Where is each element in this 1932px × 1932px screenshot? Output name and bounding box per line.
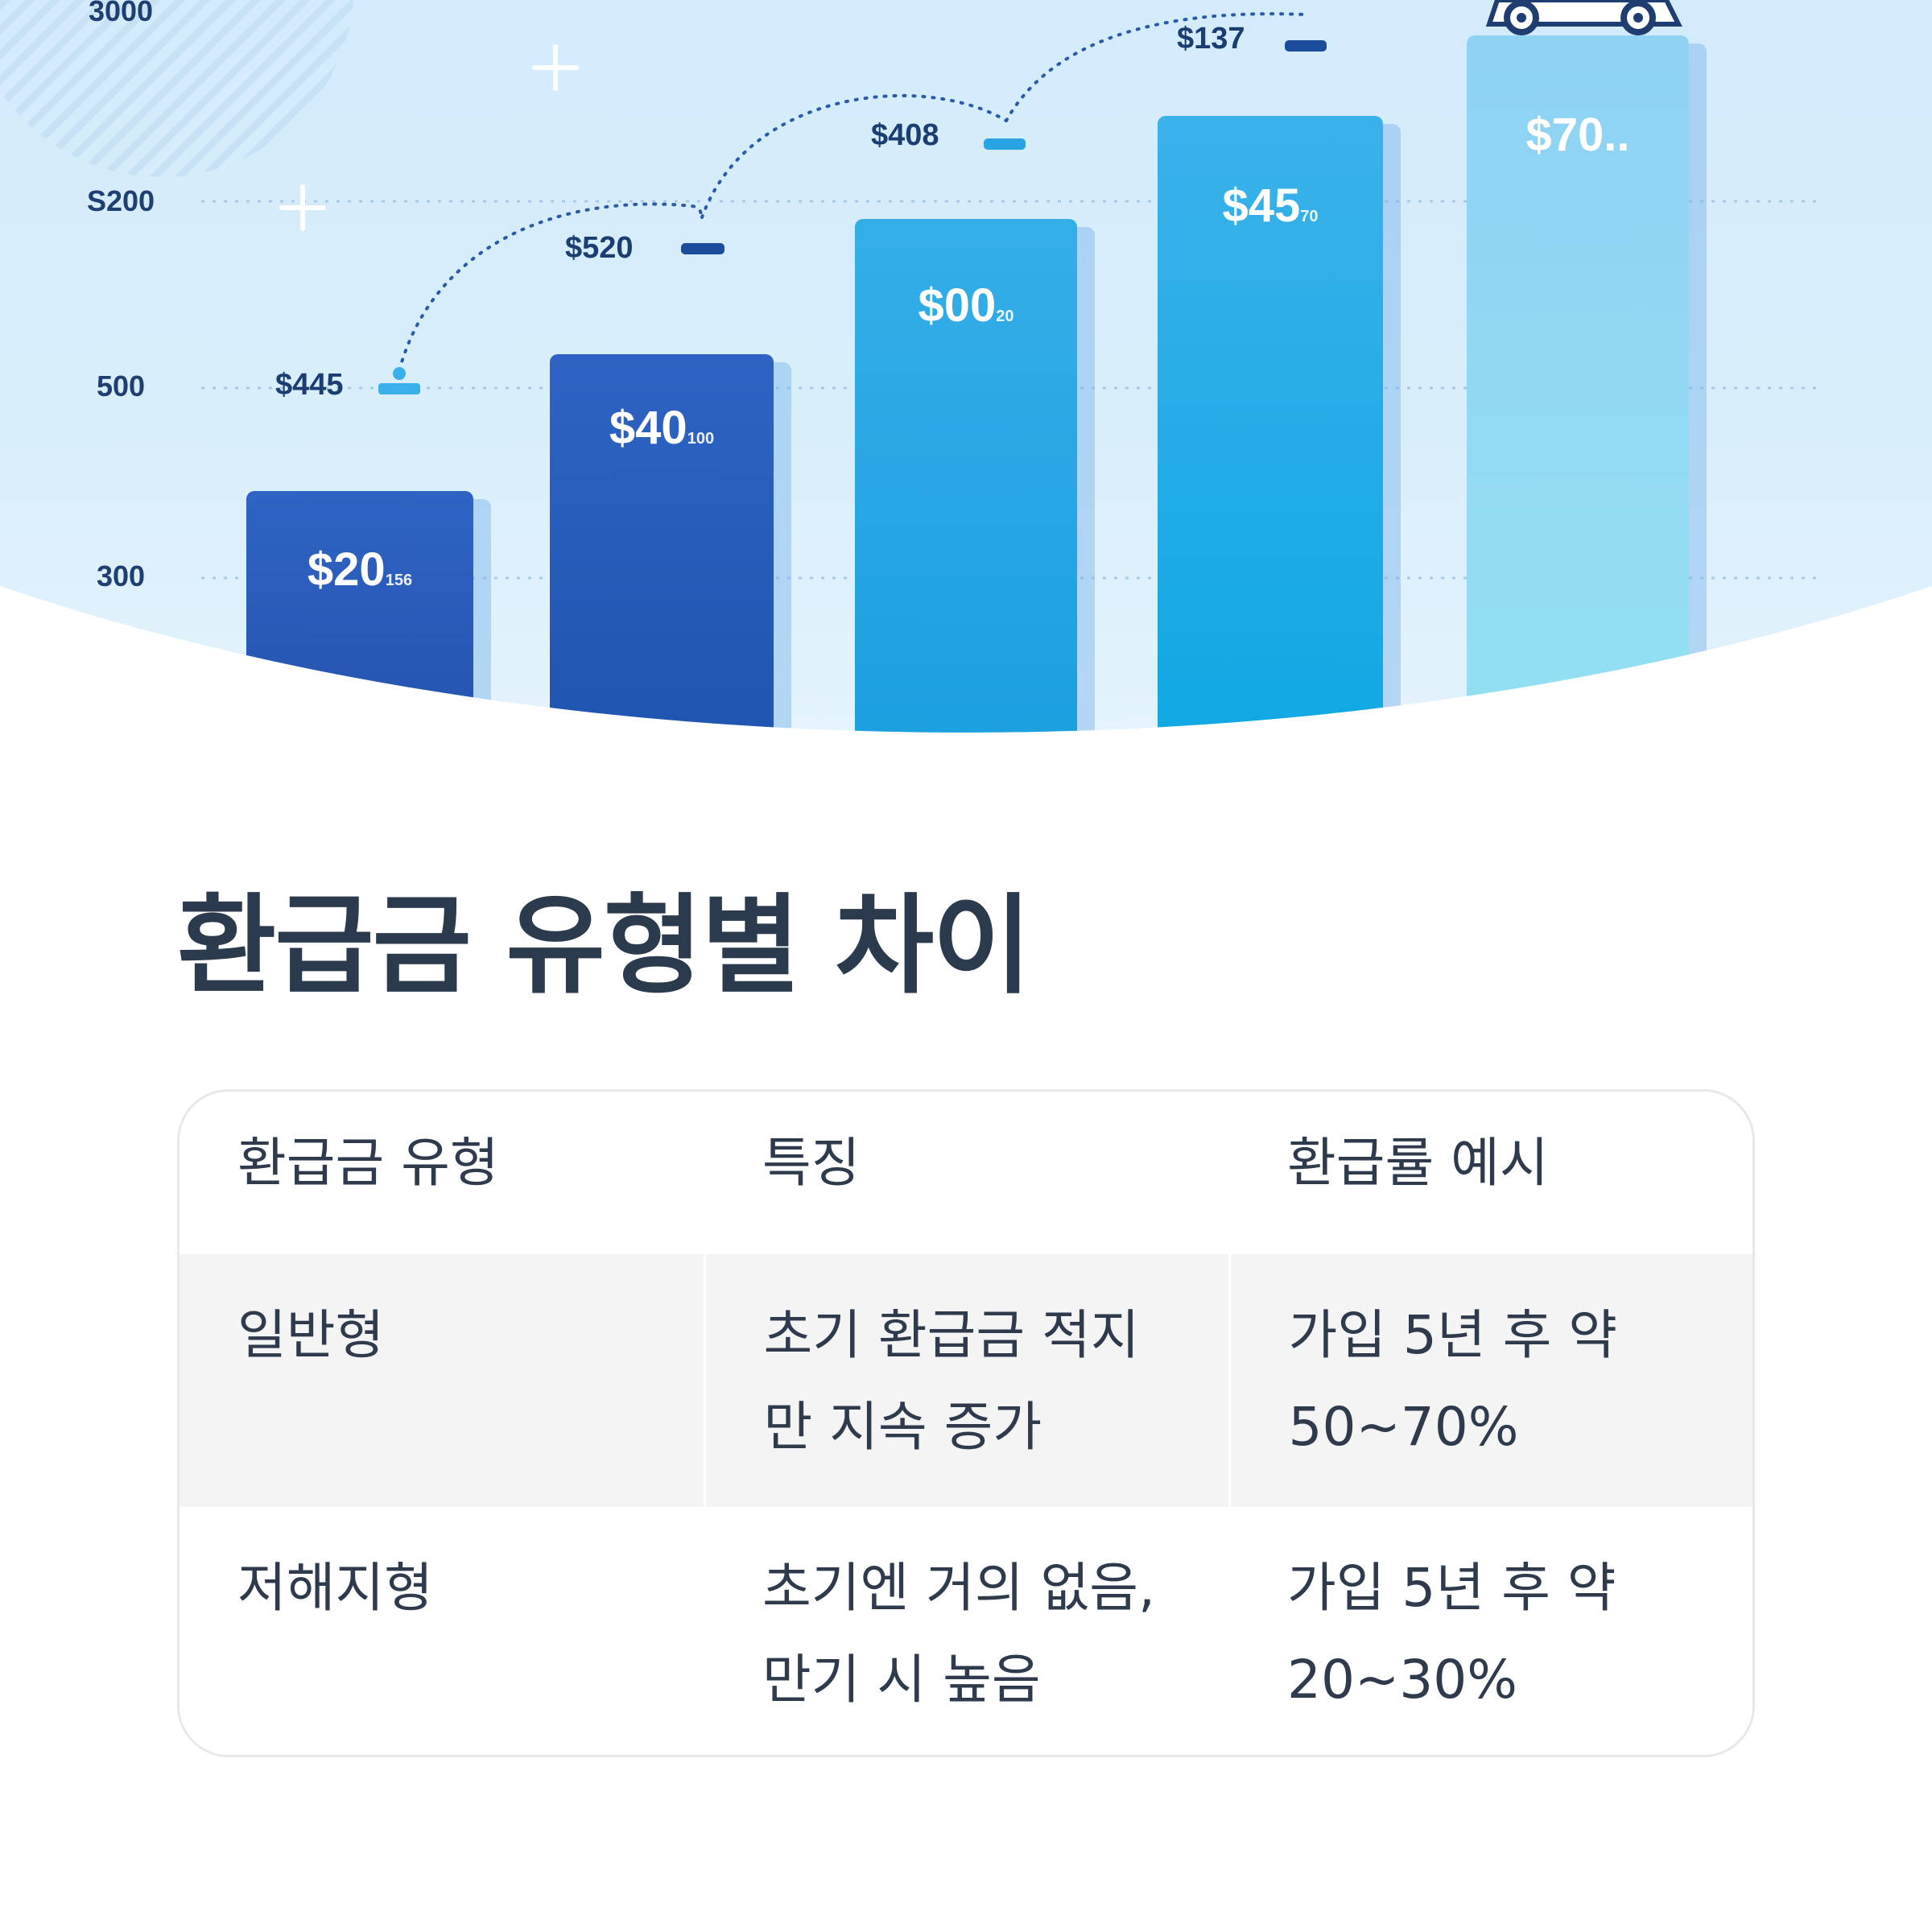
column-header: 특징 [762, 1132, 861, 1194]
bar-label: $4570 [1222, 180, 1319, 232]
type-cell: 저해지형 [180, 1507, 704, 1755]
refund-type-table: 환급금 유형 특징 환급률 예시 일반형 초기 환급금 적지 만 지속 증가 가… [177, 1089, 1755, 1757]
annotation-label: $137 [1177, 22, 1245, 56]
chart-bar: $40100 [550, 354, 774, 733]
rate-cell: 가입 5년 후 약 20~30% [1229, 1507, 1752, 1755]
column-header: 환급률 예시 [1287, 1132, 1549, 1194]
trend-arcs [398, 12, 1306, 372]
chart-bar: $0020 [855, 219, 1077, 733]
striped-circle-decoration [0, 0, 354, 177]
cell-line: 50~70% [1288, 1396, 1519, 1458]
bar-label: $0020 [918, 279, 1014, 332]
bar-label: $20156 [307, 543, 413, 596]
cell-line: 20~30% [1287, 1649, 1517, 1711]
annotation-label: $408 [871, 118, 939, 152]
column-header: 환급금 유형 [237, 1132, 499, 1194]
chart-bar: $4570 [1158, 116, 1383, 733]
y-tick-label: 500 [96, 369, 146, 402]
table-header-row: 환급금 유형 특징 환급률 예시 [180, 1092, 1752, 1254]
rate-cell: 가입 5년 후 약 50~70% [1228, 1254, 1752, 1507]
feature-cell: 초기 환급금 적지 만 지속 증가 [703, 1254, 1229, 1507]
cell-line: 만기 시 높음 [762, 1649, 1041, 1711]
table-row: 저해지형 초기엔 거의 없음, 만기 시 높음 가입 5년 후 약 20~30% [180, 1507, 1752, 1755]
bar-label: $70.. [1525, 109, 1630, 161]
page-title: 환급금 유형별 차이 [177, 883, 1032, 1009]
chart-bar: $70.. [1467, 35, 1689, 733]
cell-line: 만 지속 증가 [763, 1396, 1042, 1458]
type-cell: 일반형 [180, 1254, 704, 1507]
chart-bar: $20156 [246, 491, 473, 733]
annotation-label: $520 [565, 231, 634, 265]
cell-line: 가입 5년 후 약 [1288, 1304, 1618, 1366]
sparkle-icons [279, 44, 579, 231]
marker-4 [1285, 40, 1327, 52]
annotation-label: $445 [275, 368, 344, 402]
cell-line: 가입 5년 후 약 [1287, 1557, 1616, 1619]
cell-line: 초기 환급금 적지 [763, 1304, 1140, 1366]
car-icon [1485, 0, 1682, 35]
marker-3 [984, 138, 1026, 150]
bar-label: $40100 [609, 402, 715, 454]
hero-chart-illustration: 3000 S200 500 300 $445 $520 $408 $137 $2… [0, 0, 1932, 733]
feature-cell: 초기엔 거의 없음, 만기 시 높음 [704, 1507, 1229, 1755]
marker-2 [681, 243, 724, 254]
y-tick-label: S200 [86, 184, 155, 217]
y-tick-label: 3000 [88, 0, 154, 27]
table-row: 일반형 초기 환급금 적지 만 지속 증가 가입 5년 후 약 50~70% [180, 1254, 1752, 1507]
hero-decoration [0, 0, 1819, 580]
cell-line: 초기엔 거의 없음, [762, 1557, 1155, 1619]
comparison-table: 환급금 유형 특징 환급률 예시 일반형 초기 환급금 적지 만 지속 증가 가… [180, 1092, 1752, 1755]
marker-1 [378, 383, 420, 394]
y-tick-label: 300 [96, 559, 146, 592]
